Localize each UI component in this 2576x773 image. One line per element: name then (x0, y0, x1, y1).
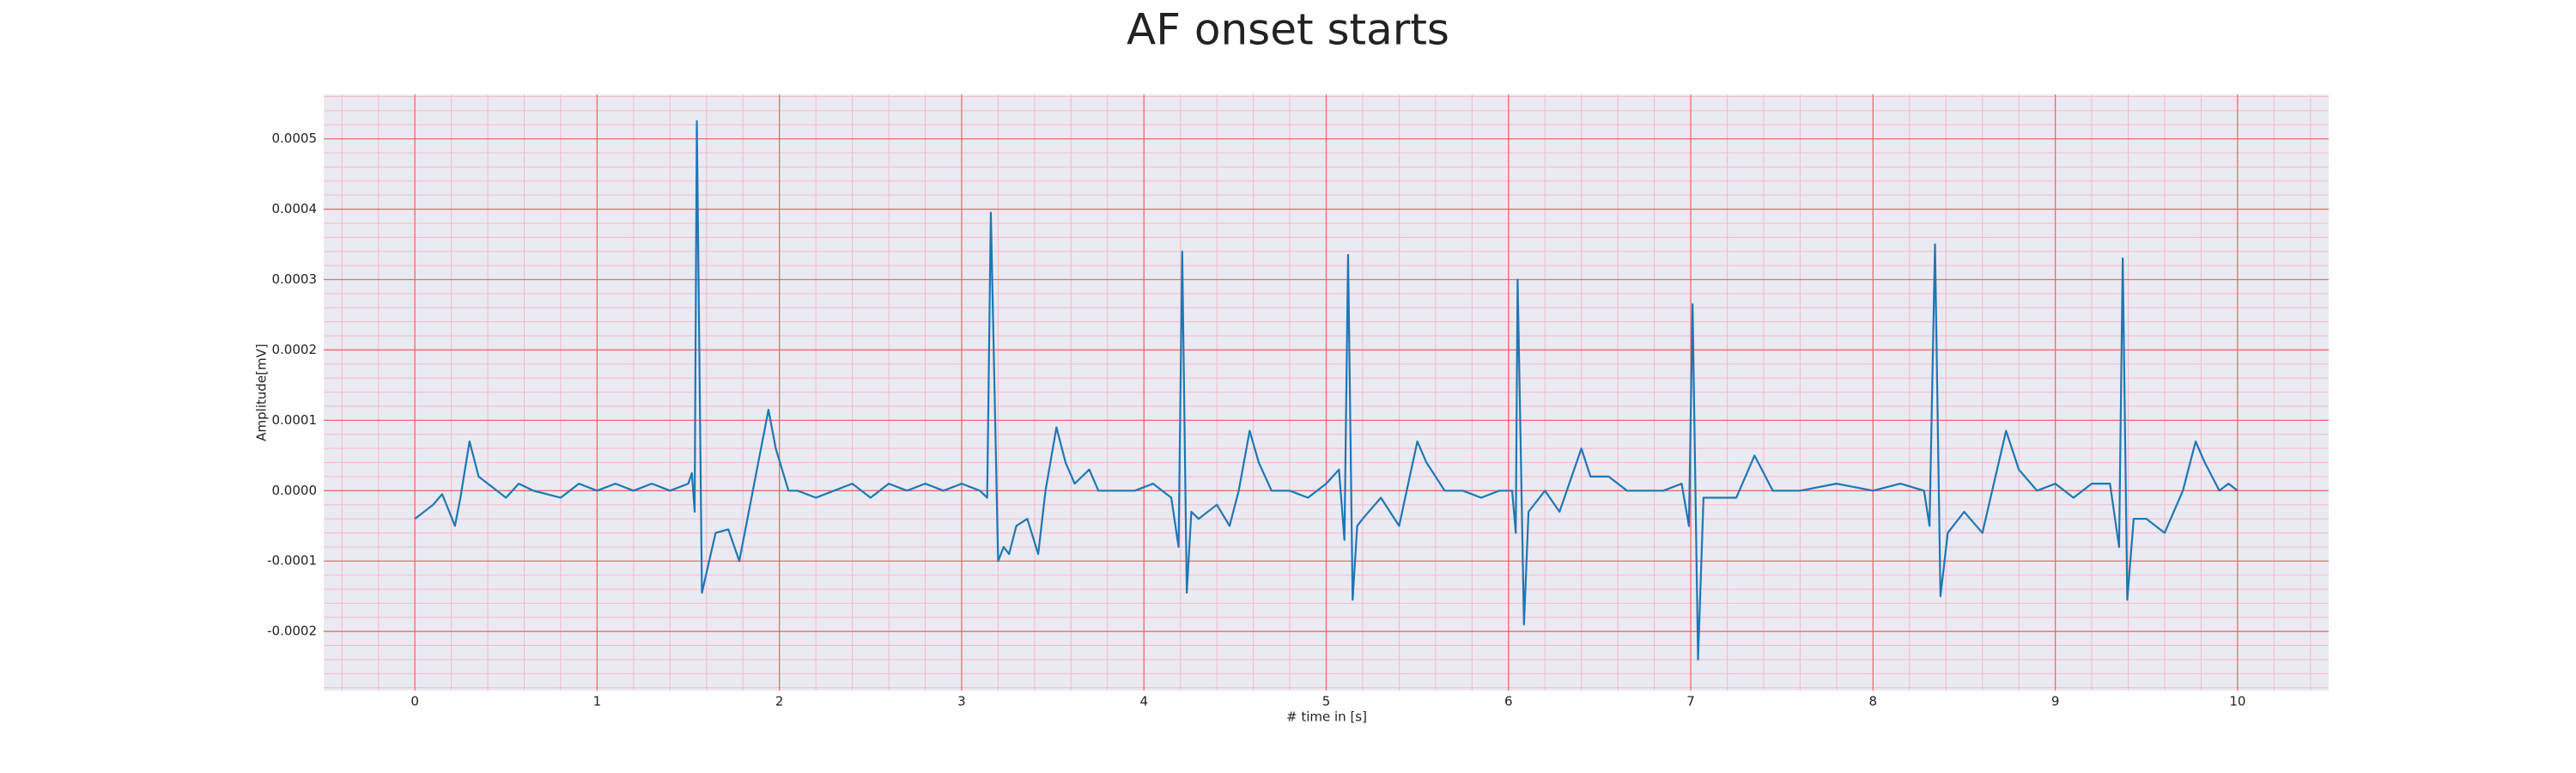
y-axis-label: Amplitude[mV] (254, 344, 270, 441)
x-tick-label: 2 (775, 694, 784, 709)
y-tick-label: 0.0002 (272, 342, 318, 357)
x-tick-label: 6 (1504, 694, 1513, 709)
x-tick-label: 5 (1322, 694, 1331, 709)
y-tick-label: 0.0001 (272, 412, 318, 428)
x-axis-label: # time in [s] (1286, 709, 1367, 725)
y-tick-label: -0.0002 (267, 624, 317, 639)
y-tick-label: -0.0001 (267, 553, 317, 569)
x-tick-label: 3 (957, 694, 966, 709)
chart-title: AF onset starts (1127, 5, 1449, 55)
y-tick-label: 0.0004 (272, 201, 318, 216)
x-tick-label: 4 (1139, 694, 1148, 709)
x-tick-label: 7 (1686, 694, 1695, 709)
x-tick-label: 9 (2051, 694, 2060, 709)
ecg-line (414, 120, 2239, 661)
x-tick-label: 8 (1869, 694, 1878, 709)
x-tick-label: 0 (410, 694, 419, 709)
x-tick-label: 1 (593, 694, 602, 709)
x-tick-label: 10 (2229, 694, 2245, 709)
y-tick-label: 0.0005 (272, 131, 318, 146)
y-tick-label: 0.0000 (272, 483, 318, 498)
y-tick-label: 0.0003 (272, 271, 318, 287)
